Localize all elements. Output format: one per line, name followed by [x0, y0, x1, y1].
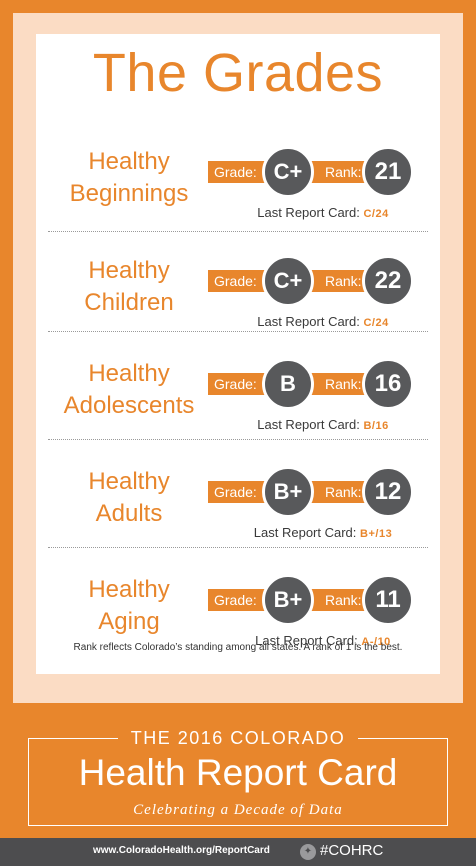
grade-label: Grade: [214, 164, 257, 180]
banner-subtitle: Celebrating a Decade of Data [133, 802, 343, 818]
banner-frame [28, 738, 448, 826]
rank-badge: 11 [362, 574, 414, 626]
footer-hashtag[interactable]: #COHRC [320, 842, 384, 859]
banner-subtitle-backdrop [108, 800, 368, 822]
grade-label: Grade: [214, 592, 257, 608]
last-report-value: A-/10 [361, 636, 391, 648]
last-report-value: B+/13 [360, 528, 393, 540]
grade-bar: Grade: C+ Rank: 21 [208, 146, 414, 198]
rank-label: Rank: [325, 164, 362, 180]
rank-label: Rank: [325, 376, 362, 392]
rank-badge: 16 [362, 358, 414, 410]
rank-label: Rank: [325, 592, 362, 608]
divider [48, 547, 428, 548]
footer-url-link[interactable]: www.ColoradoHealth.org/ReportCard [93, 845, 270, 856]
grade-label: Grade: [214, 484, 257, 500]
rank-badge: 22 [362, 255, 414, 307]
grade-label: Grade: [214, 273, 257, 289]
banner-heading: THE 2016 COLORADO [130, 728, 346, 748]
rank-badge: 12 [362, 466, 414, 518]
last-report-card: Last Report Card: C/24 [257, 314, 389, 329]
category-name: Healthy Adults [88, 468, 170, 527]
divider [48, 231, 428, 232]
banner-line-left [28, 738, 118, 739]
grade-row: Healthy Aging Grade: B+ Rank: 11 Last Re… [36, 562, 440, 670]
grade-label: Grade: [214, 376, 257, 392]
category-name: Healthy Beginnings [69, 148, 189, 207]
grade-bar: Grade: C+ Rank: 22 [208, 255, 414, 307]
grade-row: Healthy Adolescents Grade: B Rank: 16 La… [36, 346, 440, 454]
category-name: Healthy Children [84, 257, 174, 316]
banner-title: Health Report Card [78, 752, 398, 793]
last-report-value: C/24 [363, 208, 389, 220]
twitter-bird-icon: ✦ [300, 844, 316, 860]
last-report-card: Last Report Card: A-/10 [255, 633, 391, 648]
footnote: Rank reflects Colorado’s standing among … [73, 642, 403, 653]
rank-badge: 21 [362, 146, 414, 198]
divider [48, 331, 428, 332]
grade-badge: C+ [262, 255, 314, 307]
last-report-card: Last Report Card: B+/13 [253, 525, 393, 540]
grade-badge: B [262, 358, 314, 410]
footer-bar: www.ColoradoHealth.org/ReportCard ✦ #COH… [0, 838, 476, 866]
grades-card: The Grades Healthy Beginnings Grade: C+ … [36, 34, 440, 674]
last-report-card: Last Report Card: C/24 [257, 205, 389, 220]
grade-bar: Grade: B+ Rank: 11 [208, 574, 414, 626]
grade-row: Healthy Beginnings Grade: C+ Rank: 21 La… [36, 134, 440, 242]
page-title: The Grades [92, 43, 384, 103]
grade-row: Healthy Children Grade: C+ Rank: 22 Last… [36, 243, 440, 351]
rank-label: Rank: [325, 484, 362, 500]
last-report-value: B/16 [363, 420, 389, 432]
grade-bar: Grade: B Rank: 16 [208, 358, 414, 410]
last-report-card: Last Report Card: B/16 [257, 417, 389, 432]
divider [48, 439, 428, 440]
banner-line-right [358, 738, 448, 739]
grade-badge: B+ [262, 574, 314, 626]
grade-row: Healthy Adults Grade: B+ Rank: 12 Last R… [36, 454, 440, 562]
grade-badge: C+ [262, 146, 314, 198]
grade-bar: Grade: B+ Rank: 12 [208, 466, 414, 518]
last-report-value: C/24 [363, 317, 389, 329]
grade-badge: B+ [262, 466, 314, 518]
category-name: Healthy Aging [88, 576, 170, 635]
rank-label: Rank: [325, 273, 362, 289]
category-name: Healthy Adolescents [63, 360, 195, 419]
